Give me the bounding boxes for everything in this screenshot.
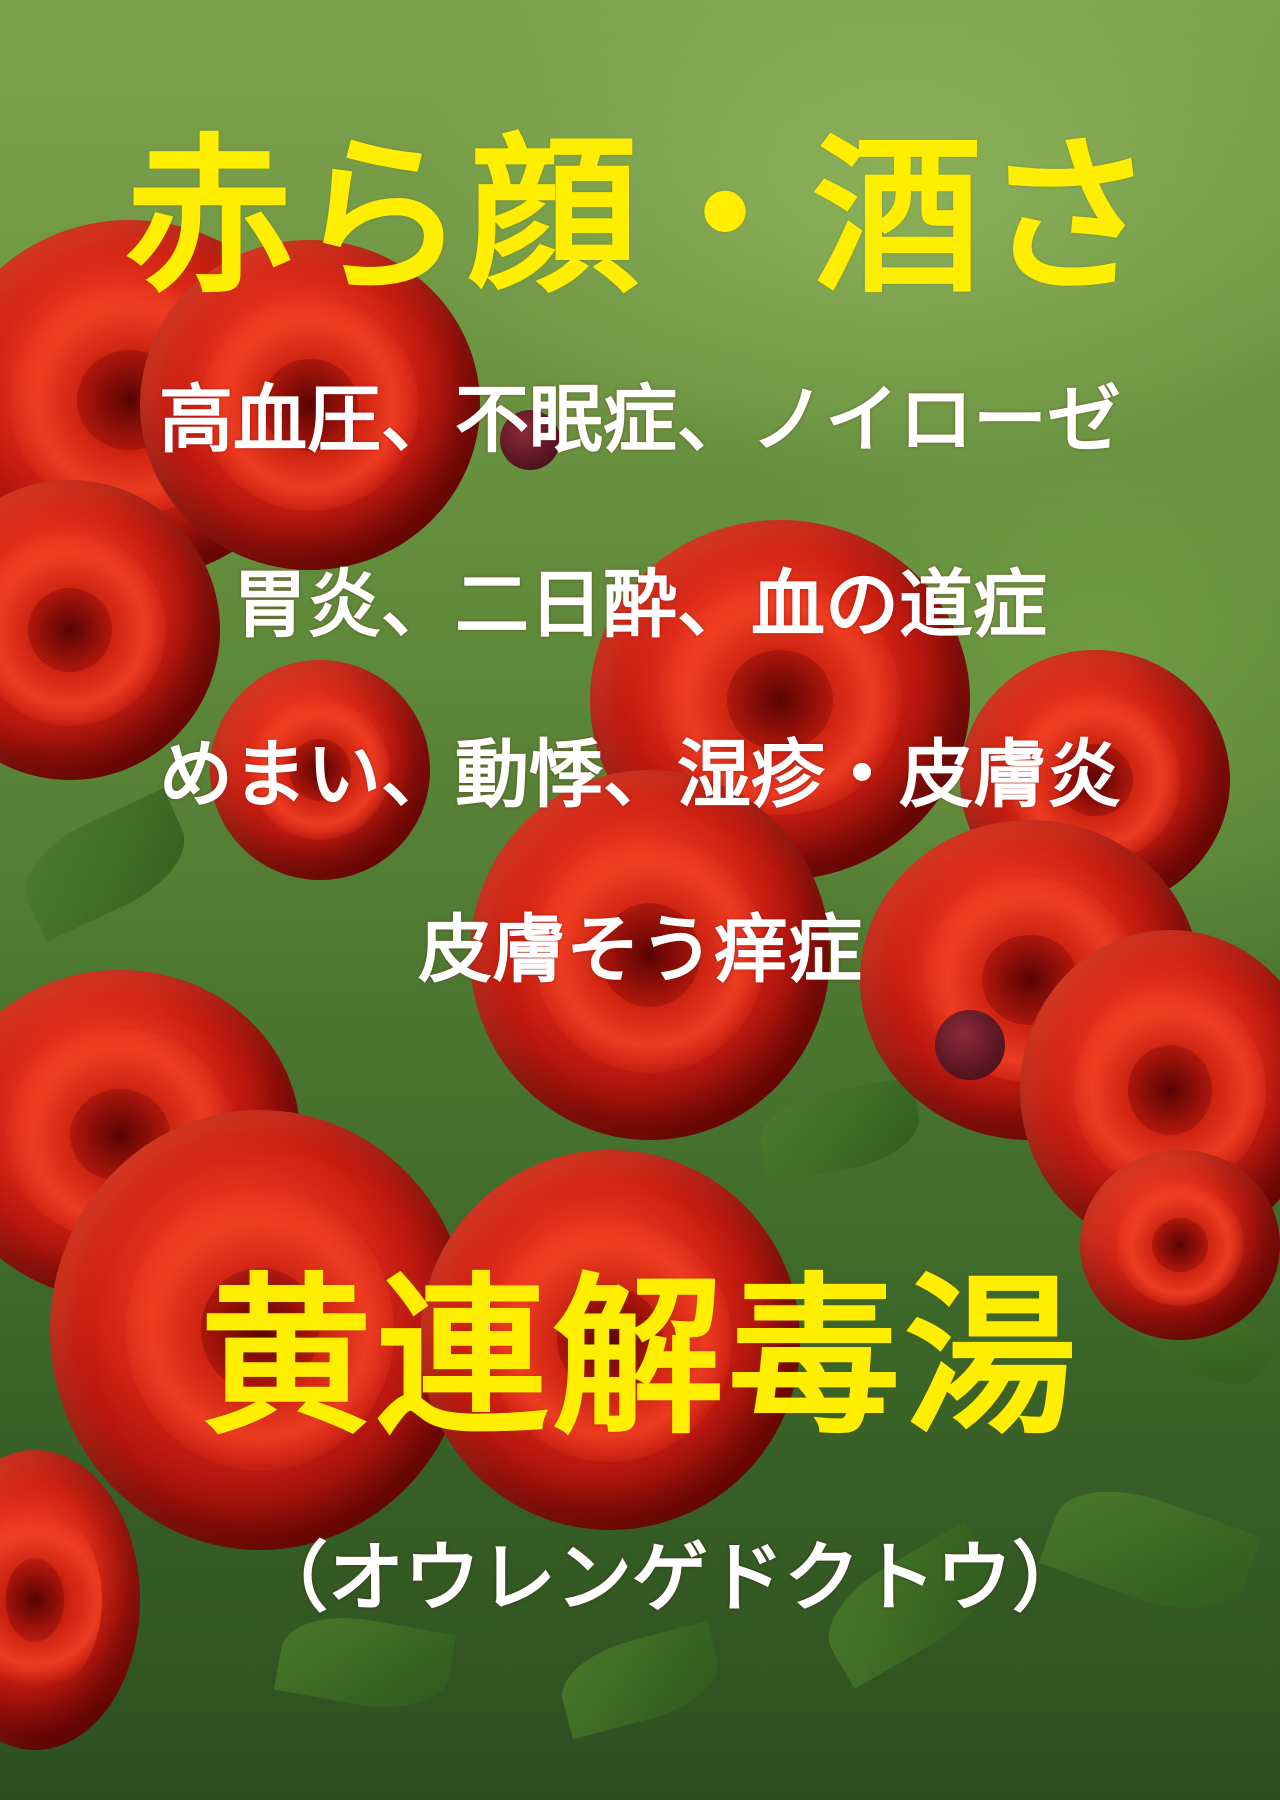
- symptom-line: めまい、動悸、湿疹・皮膚炎: [159, 732, 1121, 818]
- remedy-reading: （オウレンゲドクトウ）: [252, 1533, 1088, 1622]
- rose: [140, 240, 480, 570]
- rose: [960, 650, 1230, 910]
- rose: [210, 660, 430, 880]
- rose-bud: [500, 410, 560, 470]
- leaf: [552, 1620, 728, 1740]
- rose: [50, 1110, 470, 1550]
- symptom-line: 胃炎、二日酔、血の道症: [233, 562, 1047, 648]
- leaf: [754, 1076, 926, 1184]
- remedy-name: 黄連解毒湯: [200, 1257, 1080, 1458]
- rose: [470, 770, 830, 1140]
- symptom-line: 高血圧、不眠症、ノイローゼ: [159, 377, 1121, 463]
- rose: [0, 1450, 140, 1750]
- rose-bud: [935, 1010, 1005, 1080]
- symptom-line: 皮膚そう痒症: [418, 907, 862, 993]
- rose: [1080, 1150, 1280, 1340]
- poster-title: 赤ら顔・酒さ: [123, 119, 1156, 317]
- rose: [420, 1150, 800, 1530]
